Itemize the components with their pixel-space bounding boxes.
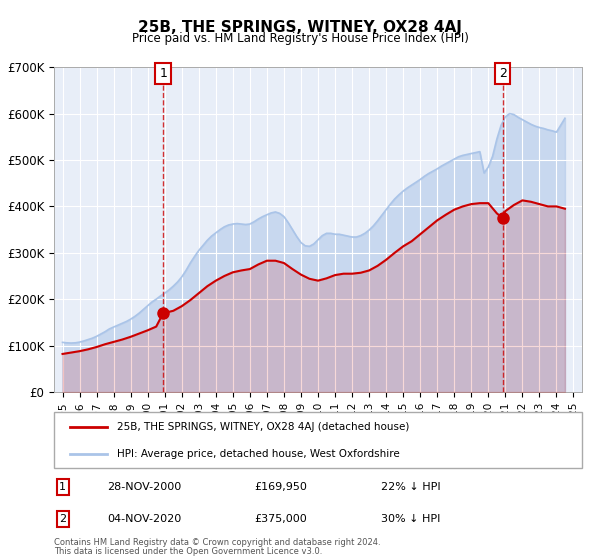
FancyBboxPatch shape xyxy=(54,412,582,468)
Text: 30% ↓ HPI: 30% ↓ HPI xyxy=(382,514,441,524)
Text: 1: 1 xyxy=(159,67,167,80)
Text: HPI: Average price, detached house, West Oxfordshire: HPI: Average price, detached house, West… xyxy=(118,449,400,459)
Text: 28-NOV-2000: 28-NOV-2000 xyxy=(107,482,181,492)
Text: Price paid vs. HM Land Registry's House Price Index (HPI): Price paid vs. HM Land Registry's House … xyxy=(131,32,469,45)
Text: 2: 2 xyxy=(499,67,506,80)
Text: 04-NOV-2020: 04-NOV-2020 xyxy=(107,514,181,524)
Text: 25B, THE SPRINGS, WITNEY, OX28 4AJ (detached house): 25B, THE SPRINGS, WITNEY, OX28 4AJ (deta… xyxy=(118,422,410,432)
Text: £169,950: £169,950 xyxy=(254,482,308,492)
Text: 25B, THE SPRINGS, WITNEY, OX28 4AJ: 25B, THE SPRINGS, WITNEY, OX28 4AJ xyxy=(138,20,462,35)
Text: This data is licensed under the Open Government Licence v3.0.: This data is licensed under the Open Gov… xyxy=(54,548,322,557)
Text: 2: 2 xyxy=(59,514,67,524)
Text: 22% ↓ HPI: 22% ↓ HPI xyxy=(382,482,441,492)
Text: £375,000: £375,000 xyxy=(254,514,307,524)
Text: Contains HM Land Registry data © Crown copyright and database right 2024.: Contains HM Land Registry data © Crown c… xyxy=(54,539,380,548)
Text: 1: 1 xyxy=(59,482,66,492)
